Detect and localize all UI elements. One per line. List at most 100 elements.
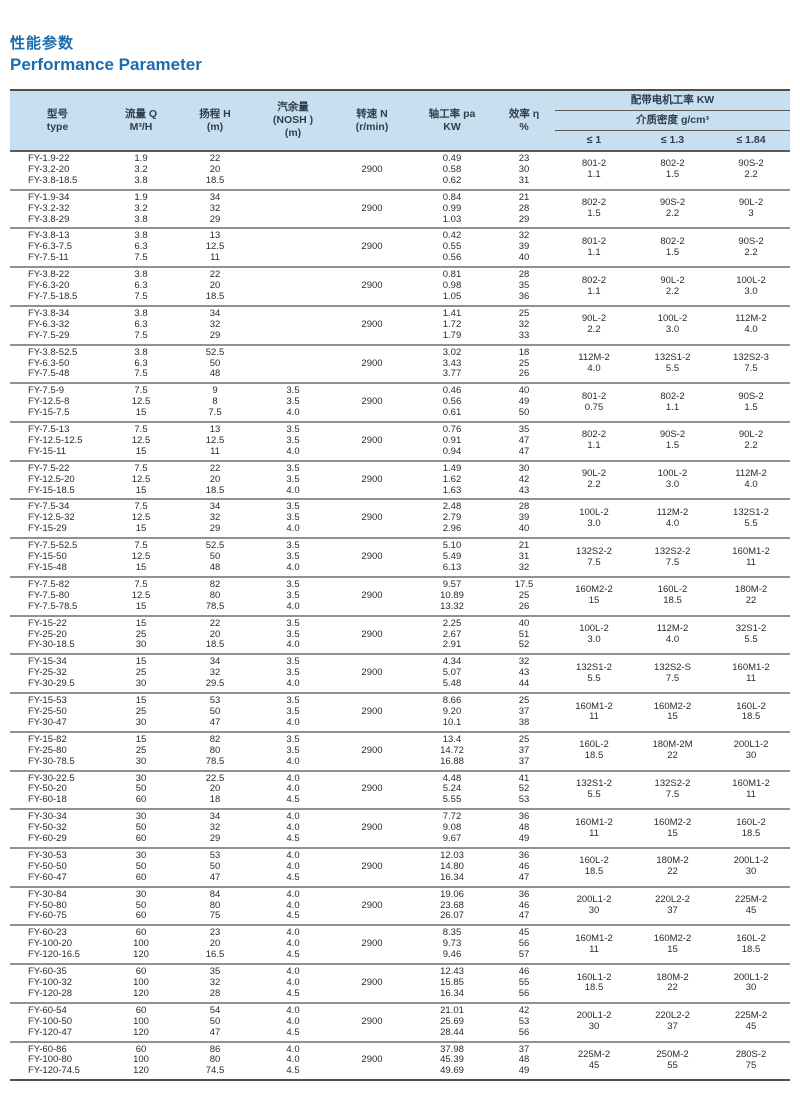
motor-model: 132S1-2 [576, 661, 612, 673]
nosh-cell-line: 3.5 [286, 396, 300, 408]
efficiency-cell-line: 36 [518, 811, 530, 823]
efficiency-cell-line: 32 [518, 318, 530, 330]
motor-model: 200L1-2 [733, 855, 769, 867]
flow-cell-line: 12.5 [131, 589, 151, 601]
efficiency-cell: 23 30 31 [493, 151, 555, 190]
head-cell: 52.5 50 48 [177, 345, 253, 384]
nosh-cell: 4.0 4.0 4.5 [253, 887, 333, 926]
motor-model: 160M2-2 [653, 700, 692, 712]
flow-cell-line: 7.5 [134, 540, 148, 552]
shaft-power-cell-line: 0.56 [442, 396, 462, 408]
efficiency-cell-line: 36 [518, 888, 530, 900]
table-row: FY-30-22.5 FY-50-20 FY-60-18 30 50 60 22.5 20 18… [10, 770, 791, 810]
head-cell: 53 50 47 [177, 693, 253, 732]
nosh-cell-line: 3.5 [286, 667, 300, 679]
shaft-power-cell-line: 0.98 [442, 280, 462, 292]
motor-kw: 2.2 [665, 285, 680, 297]
model-cell-line: FY-12.5-8 [28, 396, 70, 408]
speed-cell: 2900 [361, 667, 383, 679]
head-cell-line: 20 [209, 628, 221, 640]
efficiency-cell: 25 32 33 [493, 306, 555, 345]
nosh-cell-line: 4.0 [286, 1054, 300, 1066]
model-cell-line: FY-3.8-34 [28, 307, 70, 319]
nosh-cell-line [253, 193, 333, 204]
nosh-cell-line: 4.0 [286, 899, 300, 911]
motor-cell-3: 160M1-2 11 [712, 538, 790, 577]
motor-cell-3: 160L-2 18.5 [712, 693, 790, 732]
model-cell-line: FY-7.5-22 [28, 462, 70, 474]
motor-cell-2: 180M-2M 22 [633, 732, 712, 771]
motor-model: 200L1-2 [576, 894, 612, 906]
motor-model: 160L1-2 [576, 971, 612, 983]
model-cell-line: FY-7.5-18.5 [28, 290, 78, 302]
nosh-cell: 4.0 4.0 4.5 [253, 848, 333, 887]
head-cell-line: 53 [209, 849, 221, 861]
shaft-power-cell: 8.35 9.73 9.46 [411, 925, 493, 964]
head-cell-line: 50 [209, 551, 221, 563]
nosh-cell-line: 3.5 [286, 733, 300, 745]
model-cell: FY-60-54 FY-100-50 FY-120-47 [10, 1003, 105, 1042]
model-cell: FY-7.5-22 FY-12.5-20 FY-15-18.5 [10, 461, 105, 500]
shaft-power-cell-line: 45.39 [440, 1054, 464, 1066]
model-cell-line: FY-6.3-50 [28, 357, 70, 369]
shaft-power-cell: 9.57 10.89 13.32 [411, 577, 493, 616]
speed-cell: 2900 [361, 899, 383, 911]
model-cell-line: FY-12.5-32 [28, 512, 75, 524]
head-cell-line: 86 [209, 1043, 221, 1055]
speed-cell: 2900 [361, 396, 383, 408]
shaft-power-cell-line: 9.73 [442, 938, 462, 950]
motor-model: 132S2-3 [733, 352, 769, 364]
motor-kw: 22 [667, 750, 678, 762]
nosh-cell-line [253, 253, 333, 264]
nosh-cell-line: 4.0 [286, 562, 300, 573]
model-cell-line: FY-3.8-22 [28, 269, 70, 281]
motor-model: 180M-2M [652, 739, 693, 751]
model-cell-line: FY-3.2-32 [28, 202, 70, 214]
head-cell: 84 80 75 [177, 887, 253, 926]
efficiency-cell: 36 46 47 [493, 887, 555, 926]
nosh-cell-line: 3.5 [286, 628, 300, 640]
shaft-power-cell-line: 14.72 [440, 744, 464, 756]
model-cell-line: FY-25-50 [28, 705, 67, 717]
head-cell-line: 23 [209, 927, 221, 939]
efficiency-cell-line: 38 [518, 716, 530, 728]
motor-model: 802-2 [581, 429, 607, 441]
head-cell: 54 50 47 [177, 1003, 253, 1042]
flow-cell-line: 30 [135, 811, 147, 823]
motor-model: 160M2-2 [653, 816, 692, 828]
nosh-cell-line: 3.5 [286, 473, 300, 485]
flow-cell-line: 6.3 [134, 318, 148, 330]
col-header-head-en: (m) [206, 120, 224, 133]
model-cell-line: FY-7.5-78.5 [28, 600, 78, 612]
motor-cell-3: 160L-2 18.5 [712, 809, 790, 848]
efficiency-cell-line: 42 [518, 1004, 530, 1016]
flow-cell-line: 7.5 [134, 424, 148, 436]
efficiency-cell-line: 26 [518, 600, 530, 612]
nosh-cell-line: 4.5 [286, 1065, 300, 1077]
flow-cell-line: 7.5 [134, 368, 148, 380]
flow-cell-line: 7.5 [134, 385, 148, 397]
motor-cell-2: 90L-2 2.2 [633, 267, 712, 306]
shaft-power-cell-line: 16.88 [440, 755, 464, 767]
nosh-cell-line: 3.5 [286, 578, 300, 590]
head-cell-line: 54 [209, 1004, 221, 1016]
shaft-power-cell-line: 1.79 [442, 329, 462, 341]
motor-kw: 1.1 [587, 169, 601, 181]
col-header-shaft-en: KW [443, 120, 461, 133]
motor-model: 90S-2 [738, 158, 764, 170]
motor-model: 802-2 [581, 274, 607, 286]
model-cell-line: FY-60-18 [28, 794, 67, 806]
head-cell-line: 80 [209, 1054, 221, 1066]
head-cell-line: 75 [209, 910, 221, 922]
head-cell-line: 34 [209, 811, 221, 823]
flow-cell: 15 25 30 [105, 693, 177, 732]
speed-cell: 2900 [361, 280, 383, 292]
motor-kw: 45 [588, 1059, 600, 1071]
motor-kw: 22 [745, 595, 757, 607]
model-cell-line: FY-15-53 [28, 695, 67, 707]
shaft-power-cell: 1.49 1.62 1.63 [411, 461, 493, 500]
efficiency-cell: 36 46 47 [493, 848, 555, 887]
motor-model: 160M1-2 [732, 545, 770, 557]
motor-model: 90L-2 [581, 313, 607, 325]
model-cell-line: FY-15-18.5 [28, 484, 75, 496]
